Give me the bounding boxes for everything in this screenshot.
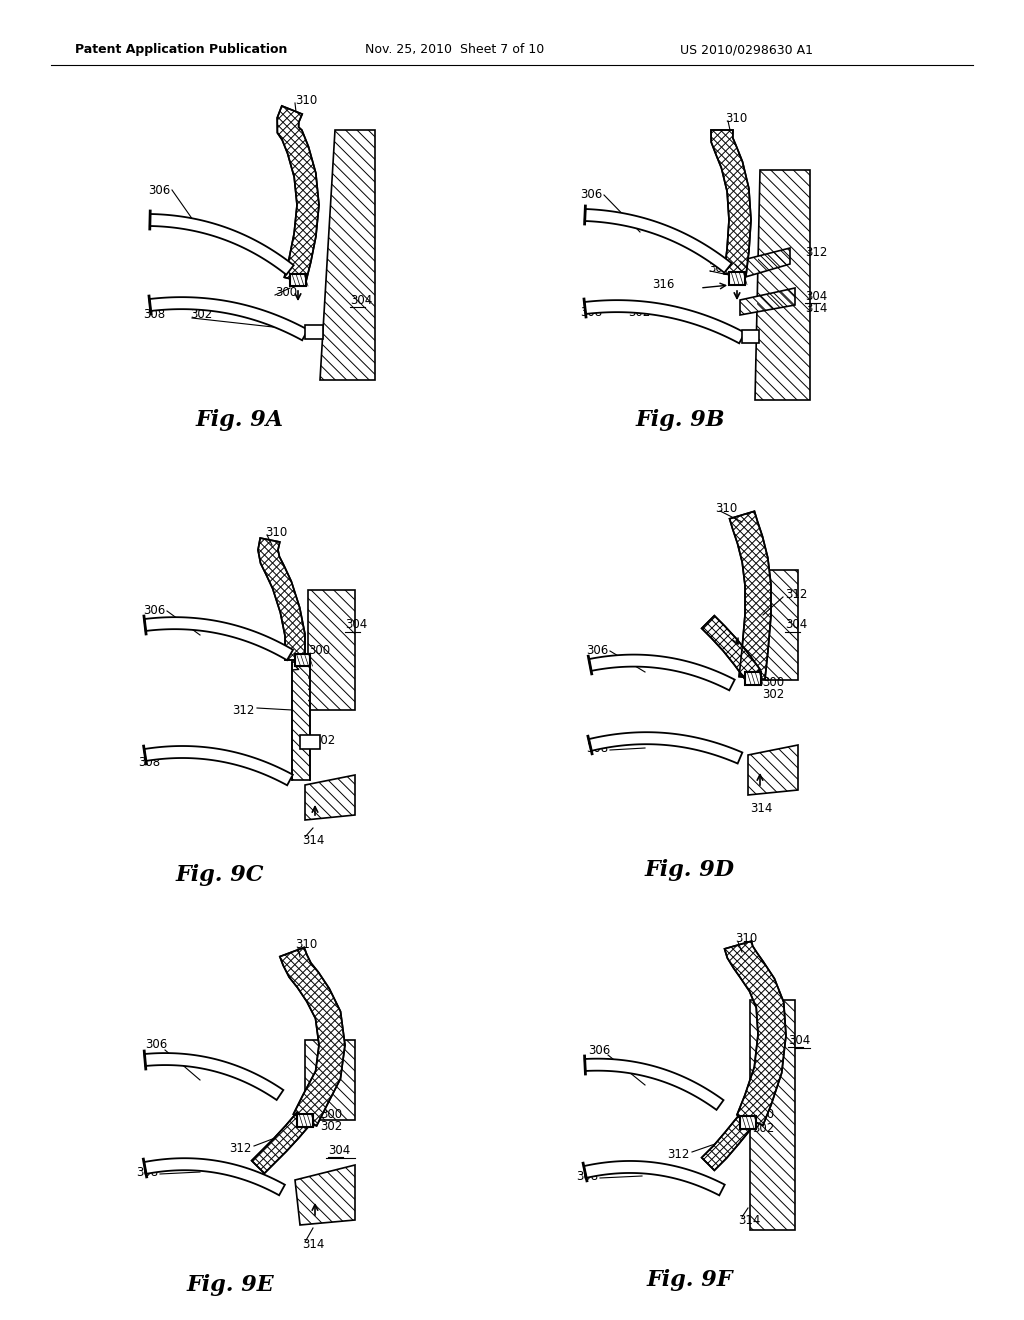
Text: 302: 302 — [190, 309, 212, 322]
Polygon shape — [150, 297, 308, 341]
Text: 302: 302 — [319, 1121, 342, 1134]
Polygon shape — [755, 170, 810, 400]
Polygon shape — [144, 1053, 284, 1100]
Polygon shape — [252, 1113, 311, 1173]
Text: 314: 314 — [805, 301, 827, 314]
Text: 310: 310 — [265, 525, 288, 539]
Text: 310: 310 — [735, 932, 758, 945]
Bar — [745, 672, 761, 685]
Text: 304: 304 — [350, 293, 373, 306]
Bar — [740, 1115, 756, 1129]
Text: 304: 304 — [785, 619, 807, 631]
Text: 312: 312 — [785, 589, 807, 602]
Text: 300: 300 — [319, 1107, 342, 1121]
Polygon shape — [748, 744, 798, 795]
Text: 300: 300 — [762, 676, 784, 689]
Text: 306: 306 — [147, 183, 170, 197]
Text: 314: 314 — [302, 833, 325, 846]
Text: 302: 302 — [762, 689, 784, 701]
Polygon shape — [701, 615, 760, 680]
Text: 308: 308 — [575, 1170, 598, 1183]
Text: 308: 308 — [580, 305, 602, 318]
Polygon shape — [258, 539, 305, 660]
Text: 304: 304 — [328, 1143, 350, 1156]
Text: 306: 306 — [580, 189, 602, 202]
Text: 300: 300 — [308, 644, 330, 656]
Bar — [729, 272, 745, 285]
Text: 308: 308 — [136, 1166, 158, 1179]
Bar — [295, 653, 309, 667]
Text: 312: 312 — [668, 1148, 690, 1162]
Text: 310: 310 — [715, 502, 737, 515]
Text: 300: 300 — [752, 1109, 774, 1122]
Text: Fig. 9B: Fig. 9B — [635, 409, 725, 432]
Polygon shape — [735, 248, 790, 280]
Text: 308: 308 — [143, 309, 165, 322]
Text: 308: 308 — [138, 755, 160, 768]
Polygon shape — [144, 1158, 285, 1196]
Text: 306: 306 — [586, 644, 608, 656]
Polygon shape — [278, 106, 319, 282]
Text: 312: 312 — [805, 247, 827, 260]
Polygon shape — [729, 511, 771, 680]
Polygon shape — [305, 1040, 355, 1119]
Bar — [742, 330, 759, 343]
Polygon shape — [740, 288, 795, 315]
Text: 312: 312 — [232, 704, 255, 717]
Polygon shape — [150, 214, 294, 275]
Bar — [300, 735, 319, 748]
Polygon shape — [144, 618, 293, 660]
Text: Nov. 25, 2010  Sheet 7 of 10: Nov. 25, 2010 Sheet 7 of 10 — [365, 44, 544, 57]
Polygon shape — [305, 775, 355, 820]
Bar — [290, 275, 306, 286]
Bar — [297, 1114, 313, 1126]
Text: 304: 304 — [345, 619, 368, 631]
Polygon shape — [585, 300, 744, 343]
Polygon shape — [725, 941, 786, 1125]
Polygon shape — [752, 570, 798, 680]
Bar — [305, 325, 323, 339]
Polygon shape — [292, 663, 310, 780]
Text: 310: 310 — [725, 111, 748, 124]
Text: 304: 304 — [788, 1034, 810, 1047]
Text: US 2010/0298630 A1: US 2010/0298630 A1 — [680, 44, 813, 57]
Text: 314: 314 — [750, 801, 772, 814]
Text: 300: 300 — [708, 261, 730, 275]
Polygon shape — [701, 1117, 752, 1171]
Text: 312: 312 — [229, 1142, 252, 1155]
Text: 314: 314 — [738, 1213, 761, 1226]
Text: 306: 306 — [145, 1039, 167, 1052]
Text: Fig. 9A: Fig. 9A — [196, 409, 284, 432]
Text: 302: 302 — [752, 1122, 774, 1134]
Polygon shape — [589, 655, 734, 690]
Polygon shape — [295, 1166, 355, 1225]
Text: 306: 306 — [588, 1044, 610, 1056]
Text: 302: 302 — [313, 734, 335, 747]
Text: 316: 316 — [652, 279, 675, 292]
Polygon shape — [585, 209, 732, 273]
Polygon shape — [584, 1162, 725, 1196]
Text: Fig. 9F: Fig. 9F — [647, 1269, 733, 1291]
Polygon shape — [711, 129, 751, 276]
Polygon shape — [144, 746, 293, 785]
Polygon shape — [750, 1001, 795, 1230]
Polygon shape — [589, 733, 742, 763]
Text: 300: 300 — [275, 285, 297, 298]
Text: Patent Application Publication: Patent Application Publication — [75, 44, 288, 57]
Polygon shape — [308, 590, 355, 710]
Text: 306: 306 — [142, 603, 165, 616]
Text: 310: 310 — [295, 939, 317, 952]
Text: 314: 314 — [302, 1238, 325, 1251]
Polygon shape — [319, 129, 375, 380]
Polygon shape — [280, 948, 345, 1126]
Text: 308: 308 — [586, 742, 608, 755]
Text: Fig. 9E: Fig. 9E — [186, 1274, 273, 1296]
Text: 304: 304 — [805, 289, 827, 302]
Text: 302: 302 — [628, 305, 650, 318]
Text: Fig. 9D: Fig. 9D — [645, 859, 735, 880]
Text: 310: 310 — [295, 94, 317, 107]
Polygon shape — [585, 1059, 724, 1110]
Text: Fig. 9C: Fig. 9C — [176, 865, 264, 886]
